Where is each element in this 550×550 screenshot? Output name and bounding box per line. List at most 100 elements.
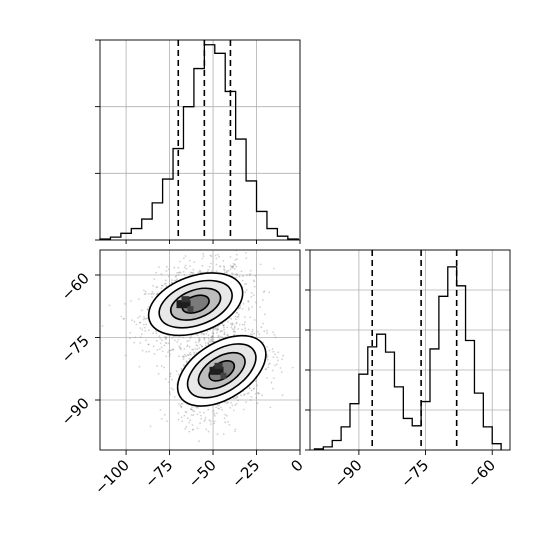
- scatter-point: [259, 263, 262, 266]
- scatter-point: [208, 340, 211, 343]
- scatter-point: [204, 418, 207, 421]
- scatter-point: [240, 270, 243, 273]
- scatter-point: [156, 286, 159, 288]
- scatter-point: [179, 346, 181, 349]
- scatter-point: [280, 371, 283, 373]
- scatter-point: [233, 325, 236, 328]
- scatter-point: [226, 333, 229, 336]
- scatter-point: [250, 389, 253, 392]
- scatter-point: [234, 263, 237, 266]
- scatter-point: [226, 326, 229, 329]
- scatter-point: [272, 387, 274, 390]
- scatter-point: [217, 334, 220, 337]
- scatter-point: [159, 337, 162, 340]
- scatter-point: [137, 298, 140, 300]
- scatter-point: [196, 427, 199, 430]
- scatter-point: [181, 420, 184, 423]
- scatter-point: [156, 292, 159, 295]
- scatter-point: [207, 342, 210, 344]
- scatter-point: [274, 336, 277, 339]
- scatter-point: [221, 330, 224, 333]
- scatter-point: [231, 324, 233, 326]
- scatter-point: [190, 408, 193, 411]
- scatter-point: [251, 331, 254, 333]
- scatter-point: [165, 336, 168, 339]
- scatter-point: [249, 269, 252, 272]
- joint-ytick-label: −75: [58, 332, 93, 367]
- scatter-point: [207, 334, 210, 337]
- scatter-point: [171, 337, 174, 339]
- scatter-point: [185, 411, 188, 414]
- scatter-point: [200, 417, 203, 420]
- scatter-point: [241, 328, 243, 331]
- scatter-point: [165, 337, 168, 340]
- scatter-point: [244, 291, 247, 294]
- scatter-point: [210, 336, 213, 338]
- scatter-point: [174, 275, 177, 278]
- scatter-point: [165, 270, 168, 272]
- scatter-point: [220, 406, 222, 409]
- scatter-point: [185, 267, 188, 270]
- scatter-point: [199, 338, 201, 341]
- scatter-point: [204, 342, 207, 344]
- scatter-point: [139, 342, 142, 344]
- scatter-point: [183, 356, 185, 358]
- scatter-point: [140, 333, 143, 336]
- scatter-point: [209, 254, 212, 257]
- scatter-point: [192, 414, 195, 416]
- scatter-point: [228, 424, 231, 426]
- scatter-point: [243, 393, 246, 396]
- scatter-point: [227, 401, 230, 404]
- scatter-point: [143, 316, 145, 318]
- scatter-point: [272, 350, 275, 353]
- scatter-point: [213, 422, 216, 425]
- scatter-point: [144, 330, 147, 332]
- scatter-point: [196, 348, 199, 350]
- scatter-point: [184, 245, 186, 247]
- scatter-point: [195, 406, 198, 409]
- scatter-point: [167, 275, 170, 278]
- scatter-point: [175, 274, 178, 277]
- scatter-point: [182, 358, 185, 361]
- scatter-point: [145, 351, 148, 353]
- scatter-point: [191, 348, 194, 351]
- scatter-point: [236, 396, 238, 399]
- scatter-point: [236, 316, 239, 318]
- scatter-point: [214, 254, 217, 257]
- scatter-point: [224, 413, 227, 416]
- scatter-point: [207, 430, 210, 433]
- scatter-point: [264, 368, 267, 371]
- scatter-point: [192, 409, 195, 412]
- scatter-point: [163, 366, 166, 369]
- scatter-point: [191, 408, 194, 411]
- scatter-point: [124, 354, 127, 357]
- scatter-point: [223, 269, 226, 271]
- scatter-point: [145, 323, 148, 326]
- scatter-point: [269, 362, 271, 365]
- scatter-point: [177, 266, 180, 269]
- scatter-point: [173, 279, 176, 282]
- scatter-point: [143, 293, 146, 296]
- scatter-point: [234, 273, 237, 276]
- scatter-point: [168, 349, 171, 352]
- scatter-point: [189, 419, 192, 422]
- scatter-point: [210, 336, 213, 339]
- scatter-point: [212, 332, 215, 335]
- scatter-point: [246, 274, 249, 276]
- scatter-point: [196, 344, 199, 347]
- scatter-point: [217, 407, 220, 410]
- scatter-point: [205, 428, 208, 431]
- scatter-point: [217, 253, 219, 256]
- scatter-point: [218, 255, 221, 258]
- scatter-point: [237, 328, 240, 330]
- joint-ytick-label: −60: [58, 269, 93, 304]
- scatter-point: [147, 343, 150, 346]
- scatter-point: [180, 416, 183, 419]
- scatter-point: [129, 331, 132, 334]
- scatter-point: [247, 300, 250, 303]
- scatter-point: [223, 333, 226, 336]
- scatter-point: [177, 403, 180, 405]
- scatter-point: [151, 296, 154, 299]
- scatter-point: [236, 253, 238, 256]
- scatter-point: [236, 274, 239, 276]
